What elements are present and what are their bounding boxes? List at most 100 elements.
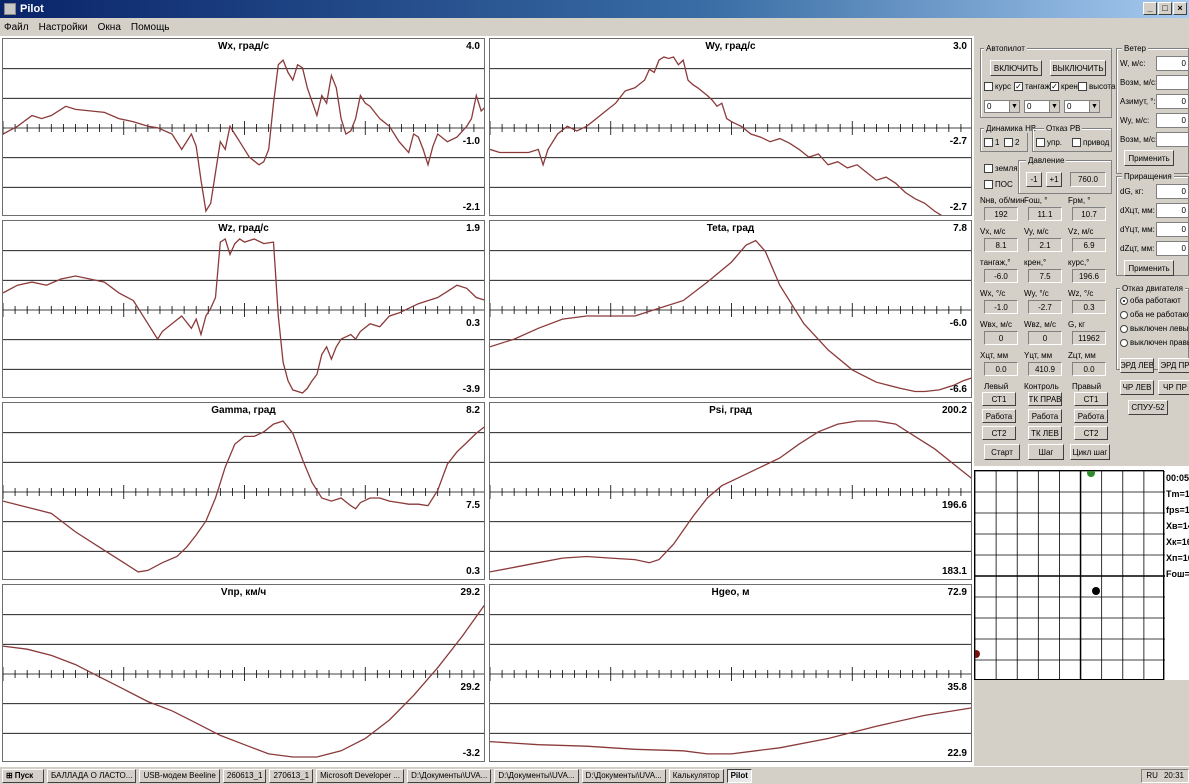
taskbar-item[interactable]: 270613_1 bbox=[269, 768, 314, 783]
engine-fail-radio[interactable]: оба не работают bbox=[1120, 310, 1189, 319]
panel-bottom bbox=[974, 680, 1189, 766]
field-input[interactable]: 0 bbox=[1156, 56, 1189, 71]
cycle-step-button[interactable]: Цикл шаг bbox=[1070, 444, 1110, 460]
engine-button[interactable]: Работа bbox=[1028, 409, 1062, 423]
plot-max-value: 72.9 bbox=[947, 587, 967, 598]
plot-curve bbox=[3, 58, 484, 213]
taskbar-item[interactable]: D:\Документы\UVA... bbox=[494, 768, 579, 783]
checkbox-icon: ✓ bbox=[1014, 82, 1023, 91]
check-course[interactable]: курс bbox=[984, 82, 1011, 91]
engine-fail-radio[interactable]: оба работают bbox=[1120, 296, 1181, 305]
chr-right-button[interactable]: ЧР ПР bbox=[1158, 380, 1189, 395]
taskbar-item[interactable]: USB-модем Beeline bbox=[139, 768, 220, 783]
param-label: Wx, °/с bbox=[980, 289, 1006, 298]
plot-title: Hgeo, м bbox=[711, 587, 750, 598]
pressure-minus-button[interactable]: -1 bbox=[1026, 172, 1042, 187]
plot-title: Gamma, град bbox=[211, 405, 276, 416]
wind-apply-button[interactable]: Применить bbox=[1124, 150, 1174, 166]
param-label: крен,° bbox=[1024, 258, 1047, 267]
check-pitch[interactable]: ✓ тангаж bbox=[1014, 82, 1050, 91]
autopilot-on-button[interactable]: ВКЛЮЧИТЬ bbox=[990, 60, 1042, 76]
map-grid bbox=[972, 469, 1166, 682]
taskbar-item[interactable]: Microsoft Developer ... bbox=[316, 768, 405, 783]
field-input[interactable]: 0 bbox=[1156, 241, 1189, 256]
field-input[interactable] bbox=[1156, 132, 1189, 147]
menu-file[interactable]: Файл bbox=[4, 21, 29, 33]
engine-button[interactable]: СТ2 bbox=[1074, 426, 1108, 440]
map-info-line: Fош=1 bbox=[1166, 569, 1189, 579]
engine-button[interactable]: ТК ЛЕВ bbox=[1028, 426, 1062, 440]
engine-button[interactable]: Работа bbox=[1074, 409, 1108, 423]
engine-button[interactable]: СТ2 bbox=[982, 426, 1016, 440]
engine-ctrl-label: Контроль bbox=[1024, 382, 1059, 391]
increments-apply-button[interactable]: Применить bbox=[1124, 260, 1174, 276]
close-button[interactable]: × bbox=[1173, 2, 1187, 15]
check-fail-ctrl[interactable]: упр. bbox=[1036, 138, 1062, 147]
autopilot-off-button[interactable]: ВЫКЛЮЧИТЬ bbox=[1050, 60, 1106, 76]
engine-fail-radio[interactable]: выключен левый bbox=[1120, 324, 1189, 333]
param-label: G, кг bbox=[1068, 320, 1086, 329]
field-input[interactable] bbox=[1156, 75, 1189, 90]
menu-windows[interactable]: Окна bbox=[97, 21, 121, 33]
taskbar-item[interactable]: Калькулятор bbox=[668, 768, 724, 783]
engine-button[interactable]: Работа bbox=[982, 409, 1016, 423]
maximize-button[interactable]: □ bbox=[1158, 2, 1172, 15]
checkbox-icon bbox=[984, 82, 993, 91]
check-fail-drive[interactable]: привод bbox=[1072, 138, 1109, 147]
field-input[interactable]: 0 bbox=[1156, 184, 1189, 199]
spuu-button[interactable]: СПУУ-52 bbox=[1128, 400, 1168, 415]
param-label: Zцт, мм bbox=[1068, 351, 1096, 360]
taskbar-item[interactable]: D:\Документы\UVA... bbox=[581, 768, 666, 783]
target-marker bbox=[1087, 469, 1095, 477]
ezd-right-button[interactable]: ЭРД ПР bbox=[1158, 358, 1189, 373]
radio-icon bbox=[1120, 338, 1128, 347]
engine-button[interactable]: СТ1 bbox=[1074, 392, 1108, 406]
plot-title: Psi, град bbox=[709, 405, 752, 416]
taskbar-item[interactable]: 260613_1 bbox=[222, 768, 267, 783]
plot-min-value: 183.1 bbox=[941, 566, 967, 577]
plot-min-value: -6.6 bbox=[949, 384, 967, 395]
plot-2: Wy, град/с 3.0 -2.7 -2.7 bbox=[489, 38, 972, 216]
check-roll[interactable]: ✓ крен bbox=[1050, 82, 1078, 91]
taskbar-item[interactable]: БАЛЛАДА О ЛАСТО... bbox=[47, 768, 137, 783]
plot-max-value: 7.8 bbox=[953, 223, 967, 234]
map-info-line: fps=10 bbox=[1166, 505, 1189, 515]
field-input[interactable]: 0 bbox=[1156, 94, 1189, 109]
check-altitude[interactable]: высота bbox=[1078, 82, 1115, 91]
engine-button[interactable]: СТ1 bbox=[982, 392, 1016, 406]
param-value: 410.9 bbox=[1028, 362, 1062, 376]
field-input[interactable]: 0 bbox=[1156, 203, 1189, 218]
plot-mid-value: 35.8 bbox=[947, 682, 967, 693]
start-button-taskbar[interactable]: ⊞ Пуск bbox=[2, 768, 44, 783]
field-input[interactable]: 0 bbox=[1156, 222, 1189, 237]
minimize-button[interactable]: _ bbox=[1143, 2, 1157, 15]
autopilot-select-3[interactable]: 0 ▼ bbox=[1064, 100, 1100, 113]
engine-fail-radio[interactable]: выключен правый bbox=[1120, 338, 1189, 347]
autopilot-select-2[interactable]: 0 ▼ bbox=[1024, 100, 1060, 113]
taskbar-item[interactable]: D:\Документы\UVA... bbox=[407, 768, 492, 783]
start-button[interactable]: Старт bbox=[984, 444, 1020, 460]
plot-curve bbox=[490, 56, 943, 215]
plot-min-value: 22.9 bbox=[947, 748, 967, 759]
pressure-plus-button[interactable]: +1 bbox=[1046, 172, 1062, 187]
taskbar-item[interactable]: Pilot bbox=[726, 768, 752, 783]
ezd-left-button[interactable]: ЭРД ЛЕВ bbox=[1120, 358, 1154, 373]
language-indicator[interactable]: RU bbox=[1146, 771, 1158, 780]
field-input[interactable]: 0 bbox=[1156, 113, 1189, 128]
menu-help[interactable]: Помощь bbox=[130, 21, 170, 33]
check-pos[interactable]: ПОС bbox=[984, 180, 1013, 189]
menu-settings[interactable]: Настройки bbox=[38, 21, 88, 33]
check-dyn-1[interactable]: 1 bbox=[984, 138, 999, 147]
check-ground[interactable]: земля bbox=[984, 164, 1018, 173]
field-label: Возм, м/с: bbox=[1120, 135, 1158, 144]
position-map[interactable] bbox=[972, 469, 1166, 682]
chr-left-button[interactable]: ЧР ЛЕВ bbox=[1120, 380, 1154, 395]
check-dyn-2[interactable]: 2 bbox=[1004, 138, 1019, 147]
plot-curve bbox=[490, 707, 971, 755]
step-button[interactable]: Шаг bbox=[1028, 444, 1064, 460]
map-info-line: Tm=10 bbox=[1166, 489, 1189, 499]
autopilot-select-1[interactable]: 0 ▼ bbox=[984, 100, 1020, 113]
engine-button[interactable]: ТК ПРАВ bbox=[1028, 392, 1062, 406]
param-label: Vx, м/с bbox=[980, 227, 1006, 236]
param-label: Wвх, м/с bbox=[980, 320, 1012, 329]
